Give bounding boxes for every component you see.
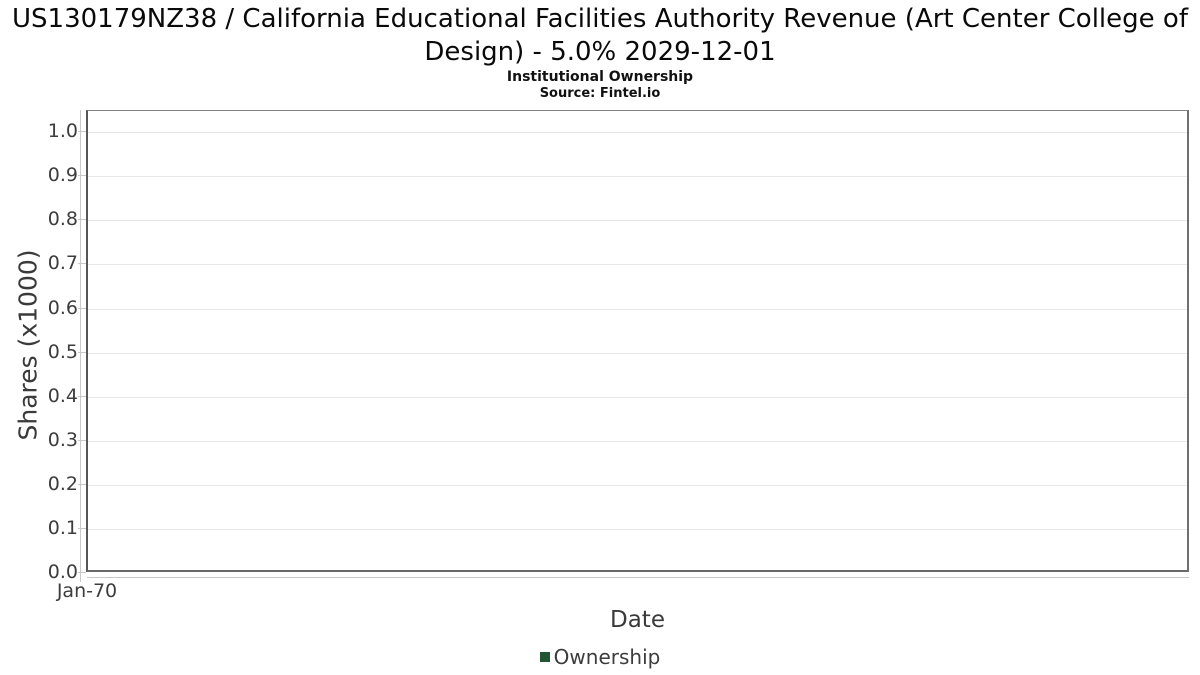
chart-subtitle: Institutional Ownership: [506, 69, 694, 85]
legend: Ownership: [0, 644, 1200, 670]
gridline: [88, 484, 1187, 486]
chart-source-credit: Source: Fintel.io: [539, 86, 661, 101]
y-tick-label: 0.9: [47, 164, 78, 187]
legend-label: Ownership: [553, 645, 661, 669]
gridline: [88, 528, 1187, 530]
plot-area: [86, 110, 1189, 572]
y-tick-mark: [78, 175, 86, 177]
y-tick-label: 0.5: [47, 340, 78, 363]
legend-item-ownership[interactable]: Ownership: [539, 644, 661, 670]
y-tick-mark: [78, 571, 86, 573]
y-tick-label: 0.2: [47, 472, 78, 495]
gridline: [88, 132, 1187, 134]
y-axis-line: [80, 110, 81, 582]
y-axis-title: Shares (x1000): [13, 249, 43, 441]
gridline: [88, 264, 1187, 266]
y-tick-label: 1.0: [47, 120, 78, 143]
gridline: [88, 440, 1187, 442]
y-tick-label: 0.7: [47, 252, 78, 275]
y-tick-label: 0.8: [47, 208, 78, 231]
legend-square-marker-icon: [539, 652, 550, 662]
y-tick-mark: [78, 219, 86, 221]
gridline: [88, 352, 1187, 354]
x-axis-title: Date: [610, 607, 665, 633]
y-tick-label: 0.0: [47, 560, 78, 583]
y-tick-label: 0.4: [47, 384, 78, 407]
y-tick-mark: [78, 131, 86, 133]
x-axis-line: [87, 577, 1189, 578]
gridline: [88, 220, 1187, 222]
gridline: [88, 396, 1187, 398]
y-tick-mark: [78, 351, 86, 353]
y-tick-mark: [78, 527, 86, 529]
y-tick-label: 0.3: [47, 428, 78, 451]
x-tick-label: Jan-70: [56, 580, 118, 602]
y-tick-label: 0.6: [47, 296, 78, 319]
y-tick-mark: [78, 307, 86, 309]
y-tick-mark: [78, 395, 86, 397]
chart-title: US130179NZ38 / California Educational Fa…: [12, 4, 1188, 67]
y-tick-label: 0.1: [47, 516, 78, 539]
y-tick-mark: [78, 263, 86, 265]
gridline: [88, 176, 1187, 178]
y-tick-mark: [78, 439, 86, 441]
gridline: [88, 308, 1187, 310]
y-tick-mark: [78, 483, 86, 485]
